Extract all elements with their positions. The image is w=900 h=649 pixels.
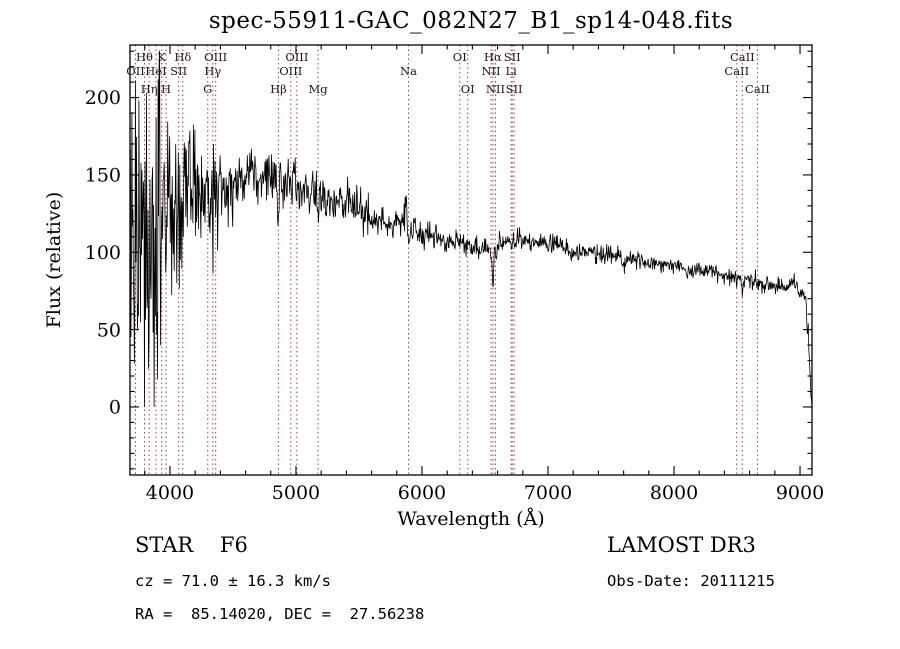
spectral-line-label: CaII <box>745 82 770 96</box>
spectral-line-label: H <box>161 82 171 96</box>
spectrum-trace <box>130 50 813 407</box>
y-axis-tick-labels: 0 50 100 150 200 <box>85 87 121 418</box>
survey-name: LAMOST DR3 <box>607 533 756 557</box>
spectral-line-label: G <box>203 82 212 96</box>
spectral-line-label: NII <box>486 82 505 96</box>
x-axis-label: Wavelength (Å) <box>397 508 544 530</box>
spectral-line-label: NII <box>481 64 500 78</box>
coordinates: RA = 85.14020, DEC = 27.56238 <box>135 605 425 623</box>
y-axis-label: Flux (relative) <box>43 192 65 329</box>
x-axis-tick-label: 9000 <box>776 482 824 504</box>
observation-date: Obs-Date: 20111215 <box>607 572 775 590</box>
y-axis-tick-label: 200 <box>85 87 121 109</box>
spectral-line-label: Hγ <box>204 64 221 78</box>
x-axis-tick-label: 7000 <box>524 482 572 504</box>
spectral-line-label: OI <box>461 82 475 96</box>
y-axis-tick-label: 100 <box>85 242 121 264</box>
x-axis-tick-label: 8000 <box>650 482 698 504</box>
x-axis-tick-label: 5000 <box>272 482 320 504</box>
spectral-line-label: OIII <box>285 50 308 64</box>
spectral-line-label: Hδ <box>174 50 191 64</box>
spectral-line-label: OIII <box>279 64 302 78</box>
radial-velocity: cz = 71.0 ± 16.3 km/s <box>135 572 331 590</box>
plot-frame <box>129 44 813 476</box>
spectral-line-label: SII <box>504 50 521 64</box>
spectral-line-label: Hη <box>141 82 158 96</box>
spectral-line-label: CaII <box>730 50 755 64</box>
spectral-line-label: SII <box>170 64 187 78</box>
y-axis-tick-label: 50 <box>97 319 121 341</box>
x-axis-tick-labels: 4000 5000 6000 7000 8000 9000 <box>146 482 824 504</box>
y-axis-tick-label: 0 <box>109 397 121 419</box>
spectral-line-labels: OIIHθHηHeIKHSIIHδGHγOIIIHβOIIIOIIIMgNaOI… <box>126 50 770 96</box>
spectral-line-label: Li <box>506 64 518 78</box>
object-classification: STAR F6 <box>135 533 248 557</box>
spectral-line-label: OI <box>453 50 467 64</box>
spectral-line-label: OIII <box>204 50 227 64</box>
spectral-line-label: SII <box>506 82 523 96</box>
axis-ticks <box>130 45 812 475</box>
spectral-line-label: OII <box>126 64 145 78</box>
x-axis-tick-label: 6000 <box>398 482 446 504</box>
spectral-line-label: Hθ <box>136 50 153 64</box>
y-axis-tick-label: 150 <box>85 165 121 187</box>
plot-title: spec-55911-GAC_082N27_B1_sp14-048.fits <box>208 8 734 34</box>
spectral-line-label: Hα <box>484 50 502 64</box>
spectral-line-label: HeI <box>145 64 166 78</box>
spectral-line-label: Hβ <box>270 82 287 96</box>
spectral-line-markers <box>135 45 758 475</box>
spectral-line-label: K <box>157 50 166 64</box>
spectral-line-label: Mg <box>308 82 328 96</box>
spectral-line-label: CaII <box>724 64 749 78</box>
spectral-line-label: Na <box>400 64 417 78</box>
x-axis-tick-label: 4000 <box>146 482 194 504</box>
